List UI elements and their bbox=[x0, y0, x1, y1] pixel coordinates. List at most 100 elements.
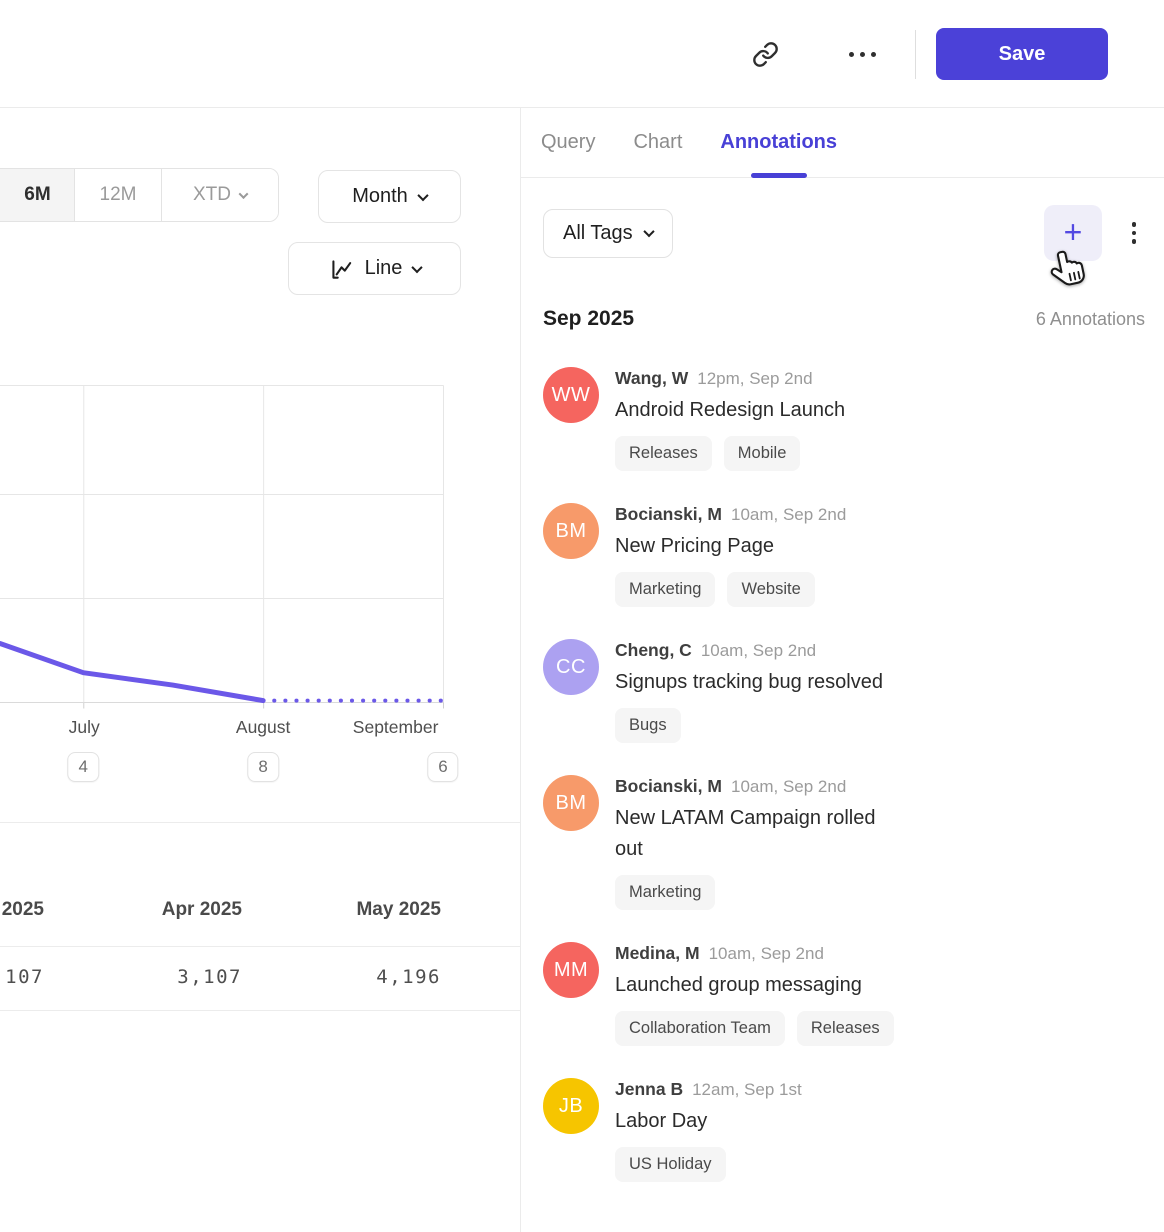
toolbar-actions: + bbox=[1044, 205, 1144, 261]
top-toolbar: Save bbox=[0, 0, 1164, 108]
tag-pill[interactable]: Bugs bbox=[615, 708, 681, 743]
annotation-author: Bocianski, M bbox=[615, 504, 722, 524]
annotation-count-badge[interactable]: 4 bbox=[67, 752, 100, 782]
save-button[interactable]: Save bbox=[936, 28, 1108, 80]
tab-query[interactable]: Query bbox=[541, 131, 596, 153]
annotation-timestamp: 12pm, Sep 2nd bbox=[697, 369, 813, 388]
line-chart-icon bbox=[331, 259, 351, 279]
segment-label: 6M bbox=[24, 184, 51, 205]
annotation-title: Labor Day bbox=[615, 1110, 708, 1132]
copy-link-button[interactable] bbox=[746, 35, 784, 73]
tags-filter-dropdown[interactable]: All Tags bbox=[543, 208, 673, 258]
month-section-heading: Sep 2025 bbox=[543, 307, 635, 330]
annotation-title: Launched group messaging bbox=[615, 974, 862, 996]
annotations-toolbar: All Tags + bbox=[543, 205, 1144, 261]
avatar: JB bbox=[543, 1078, 599, 1134]
table-cell-value: 3,107 bbox=[177, 966, 242, 988]
table-column-header: Apr 2025 bbox=[161, 899, 242, 920]
granularity-label: Month bbox=[352, 185, 408, 207]
annotation-author: Wang, W bbox=[615, 368, 689, 388]
tag-pill[interactable]: Website bbox=[727, 572, 815, 607]
annotation-body: Bocianski, M 10am, Sep 2nd New LATAM Campa… bbox=[615, 775, 895, 910]
chart-annotation-count-badges: 4 8 6 bbox=[0, 752, 459, 784]
chevron-down-icon bbox=[417, 189, 429, 201]
annotation-body: Jenna B 12am, Sep 1st Labor Day US Holiday bbox=[615, 1078, 802, 1182]
annotation-item[interactable]: MM Medina, M 10am, Sep 2nd Launched group m… bbox=[543, 942, 1144, 1046]
link-icon bbox=[752, 41, 778, 67]
active-tab-underline bbox=[750, 173, 807, 178]
annotation-author: Bocianski, M bbox=[615, 776, 722, 796]
range-12m-segment[interactable]: 12M bbox=[74, 169, 161, 221]
tab-annotations[interactable]: Annotations bbox=[720, 108, 837, 178]
segment-label: XTD bbox=[193, 184, 231, 205]
chevron-down-icon bbox=[411, 261, 424, 273]
annotation-tags: Marketing Website bbox=[615, 572, 846, 607]
annotation-author: Jenna B bbox=[615, 1079, 684, 1099]
chart-panel: 6M 12M XTD Month Line July August September … bbox=[0, 108, 520, 1232]
chart-type-dropdown[interactable]: Line bbox=[288, 242, 461, 295]
annotation-title: Signups tracking bug resolved bbox=[615, 671, 883, 693]
annotation-timestamp: 12am, Sep 1st bbox=[692, 1080, 802, 1099]
annotation-item[interactable]: CC Cheng, C 10am, Sep 2nd Signups tracking … bbox=[543, 639, 1144, 743]
avatar: BM bbox=[543, 775, 599, 831]
annotation-timestamp: 10am, Sep 2nd bbox=[708, 944, 824, 963]
annotation-list: WW Wang, W 12pm, Sep 2nd Android Redesign L… bbox=[543, 367, 1144, 1182]
annotation-item[interactable]: JB Jenna B 12am, Sep 1st Labor Day US Holida… bbox=[543, 1078, 1144, 1182]
avatar: WW bbox=[543, 367, 599, 423]
table-column-header: May 2025 bbox=[356, 899, 441, 920]
annotation-item[interactable]: BM Bocianski, M 10am, Sep 2nd New LATAM Cam… bbox=[543, 775, 1144, 910]
annotation-body: Cheng, C 10am, Sep 2nd Signups tracking bu… bbox=[615, 639, 883, 743]
x-axis-label: July bbox=[68, 717, 100, 737]
data-table-header-row: 2025 Apr 2025 May 2025 bbox=[0, 899, 520, 925]
annotation-title: Android Redesign Launch bbox=[615, 399, 846, 421]
more-options-button[interactable] bbox=[840, 38, 884, 70]
annotation-body: Bocianski, M 10am, Sep 2nd New Pricing Pag… bbox=[615, 503, 846, 607]
annotation-author: Medina, M bbox=[615, 943, 700, 963]
tag-pill[interactable]: Collaboration Team bbox=[615, 1011, 785, 1046]
table-header-divider bbox=[0, 946, 520, 947]
annotation-tags: Marketing bbox=[615, 875, 895, 910]
annotation-tags: Releases Mobile bbox=[615, 436, 845, 471]
timeseries-chart[interactable] bbox=[0, 385, 460, 711]
annotation-item[interactable]: BM Bocianski, M 10am, Sep 2nd New Pricing P… bbox=[543, 503, 1144, 607]
tag-pill[interactable]: Marketing bbox=[615, 875, 716, 910]
tag-pill[interactable]: Marketing bbox=[615, 572, 716, 607]
annotation-title: New Pricing Page bbox=[615, 535, 774, 557]
granularity-dropdown[interactable]: Month bbox=[318, 170, 461, 223]
avatar: MM bbox=[543, 942, 599, 998]
table-column-header: 2025 bbox=[1, 899, 44, 920]
tag-pill[interactable]: Releases bbox=[615, 436, 712, 471]
range-6m-segment[interactable]: 6M bbox=[0, 169, 74, 221]
panel-tabs: Query Chart Annotations bbox=[521, 108, 1164, 178]
tag-pill[interactable]: US Holiday bbox=[615, 1147, 726, 1182]
annotation-head: Jenna B 12am, Sep 1st bbox=[615, 1079, 802, 1100]
data-table-value-row: 107 3,107 4,196 bbox=[0, 966, 520, 994]
annotation-timestamp: 10am, Sep 2nd bbox=[700, 641, 817, 660]
annotation-title: New LATAM Campaign rolled out bbox=[615, 807, 876, 860]
chevron-down-icon bbox=[643, 225, 655, 238]
avatar: BM bbox=[543, 503, 599, 559]
annotation-count-badge[interactable]: 8 bbox=[247, 752, 279, 782]
annotation-tags: Collaboration Team Releases bbox=[615, 1011, 894, 1046]
tab-chart[interactable]: Chart bbox=[633, 131, 683, 153]
table-cell-value: 4,196 bbox=[376, 966, 441, 988]
annotation-tags: US Holiday bbox=[615, 1147, 802, 1182]
annotations-count: 6 Annotations bbox=[1035, 309, 1145, 329]
annotation-item[interactable]: WW Wang, W 12pm, Sep 2nd Android Redesign L… bbox=[543, 367, 1144, 471]
annotation-body: Medina, M 10am, Sep 2nd Launched group mes… bbox=[615, 942, 894, 1046]
month-section-header: Sep 2025 6 Annotations bbox=[543, 307, 1145, 331]
table-cell-value: 107 bbox=[5, 966, 44, 988]
annotation-head: Wang, W 12pm, Sep 2nd bbox=[615, 368, 845, 389]
range-xtd-segment[interactable]: XTD bbox=[161, 169, 278, 221]
kebab-menu-button[interactable] bbox=[1124, 205, 1144, 261]
annotation-count-badge[interactable]: 6 bbox=[427, 752, 459, 782]
tag-pill[interactable]: Mobile bbox=[723, 436, 801, 471]
annotations-panel: Query Chart Annotations All Tags + Sep 202… bbox=[520, 108, 1164, 1232]
tag-pill[interactable]: Releases bbox=[796, 1011, 894, 1046]
add-annotation-button[interactable]: + bbox=[1044, 205, 1102, 261]
annotation-tags: Bugs bbox=[615, 708, 883, 743]
annotation-head: Bocianski, M 10am, Sep 2nd bbox=[615, 776, 895, 797]
tags-filter-label: All Tags bbox=[563, 221, 633, 244]
annotation-head: Medina, M 10am, Sep 2nd bbox=[615, 943, 894, 964]
